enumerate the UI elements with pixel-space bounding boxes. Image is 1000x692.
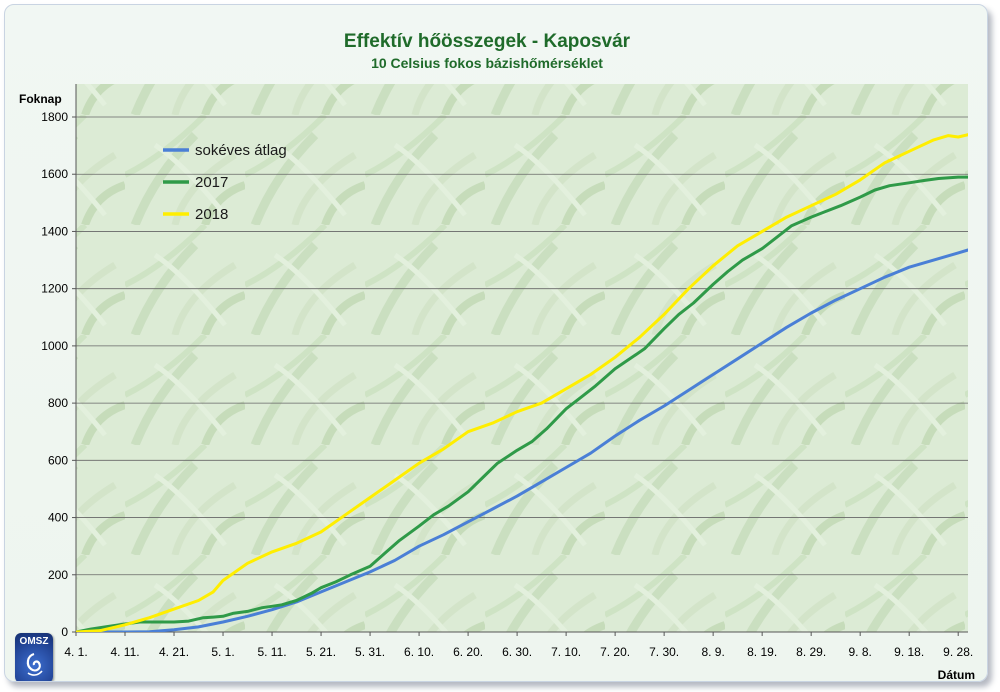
omsz-logo: OMSZ xyxy=(15,633,53,681)
x-tick-label: 8. 19. xyxy=(747,645,777,659)
x-tick-label: 8. 29. xyxy=(796,645,826,659)
logo-text: OMSZ xyxy=(19,636,49,647)
chart-frame: Effektív hőösszegek - Kaposvár 10 Celsiu… xyxy=(4,4,988,682)
y-tick-label: 1800 xyxy=(41,110,68,124)
series-line-2 xyxy=(76,133,968,632)
y-tick-label: 1200 xyxy=(41,282,68,296)
x-tick-label: 4. 1. xyxy=(64,645,87,659)
x-tick-label: 6. 30. xyxy=(502,645,532,659)
x-tick-label: 4. 11. xyxy=(110,645,139,659)
x-tick-label: 9. 18. xyxy=(894,645,924,659)
x-tick-label: 6. 20. xyxy=(453,645,483,659)
y-axis-title: Foknap xyxy=(19,92,62,106)
chart-title: Effektív hőösszegek - Kaposvár xyxy=(344,31,631,52)
swirl-icon xyxy=(26,652,43,676)
x-axis-ticks: 4. 1. 4. 11. 4. 21. 5. 1. 5. 11. 5. 21. 5. 31.… xyxy=(64,632,973,659)
y-tick-label: 1000 xyxy=(41,339,68,353)
y-axis-ticks: 0 200 400 600 800 1000 1200 1400 1600 1800 xyxy=(41,110,76,639)
x-tick-label: 5. 11. xyxy=(257,645,286,659)
x-tick-label: 5. 31. xyxy=(355,645,385,659)
chart: Effektív hőösszegek - Kaposvár 10 Celsiu… xyxy=(19,31,975,681)
x-tick-label: 7. 30. xyxy=(649,645,679,659)
legend-label: 2018 xyxy=(195,206,228,223)
y-tick-label: 1400 xyxy=(41,224,68,238)
series-line-1 xyxy=(76,175,968,632)
plot-background xyxy=(76,84,968,632)
x-tick-label: 4. 21. xyxy=(159,645,189,659)
x-tick-label: 8. 9. xyxy=(701,645,724,659)
y-tick-label: 200 xyxy=(48,568,68,582)
gridlines xyxy=(76,116,968,576)
x-axis-title: Dátum xyxy=(938,668,975,681)
y-tick-label: 0 xyxy=(61,625,68,639)
chart-subtitle: 10 Celsius fokos bázishőmérséklet xyxy=(371,55,603,71)
x-tick-label: 7. 10. xyxy=(551,645,581,659)
legend-label: 2017 xyxy=(195,174,228,191)
y-tick-label: 600 xyxy=(48,453,68,467)
x-tick-label: 6. 10. xyxy=(404,645,434,659)
legend-label: sokéves átlag xyxy=(195,142,287,159)
x-tick-label: 5. 21. xyxy=(306,645,336,659)
legend: sokéves átlag 2017 2018 xyxy=(163,142,287,223)
x-tick-label: 9. 8. xyxy=(848,645,871,659)
series-line-0 xyxy=(76,248,968,632)
y-tick-label: 400 xyxy=(48,511,68,525)
x-tick-label: 7. 20. xyxy=(600,645,630,659)
x-tick-label: 5. 1. xyxy=(211,645,234,659)
y-tick-label: 800 xyxy=(48,396,68,410)
y-tick-label: 1600 xyxy=(41,167,68,181)
series-lines xyxy=(76,133,968,632)
x-tick-label: 9. 28. xyxy=(943,645,973,659)
